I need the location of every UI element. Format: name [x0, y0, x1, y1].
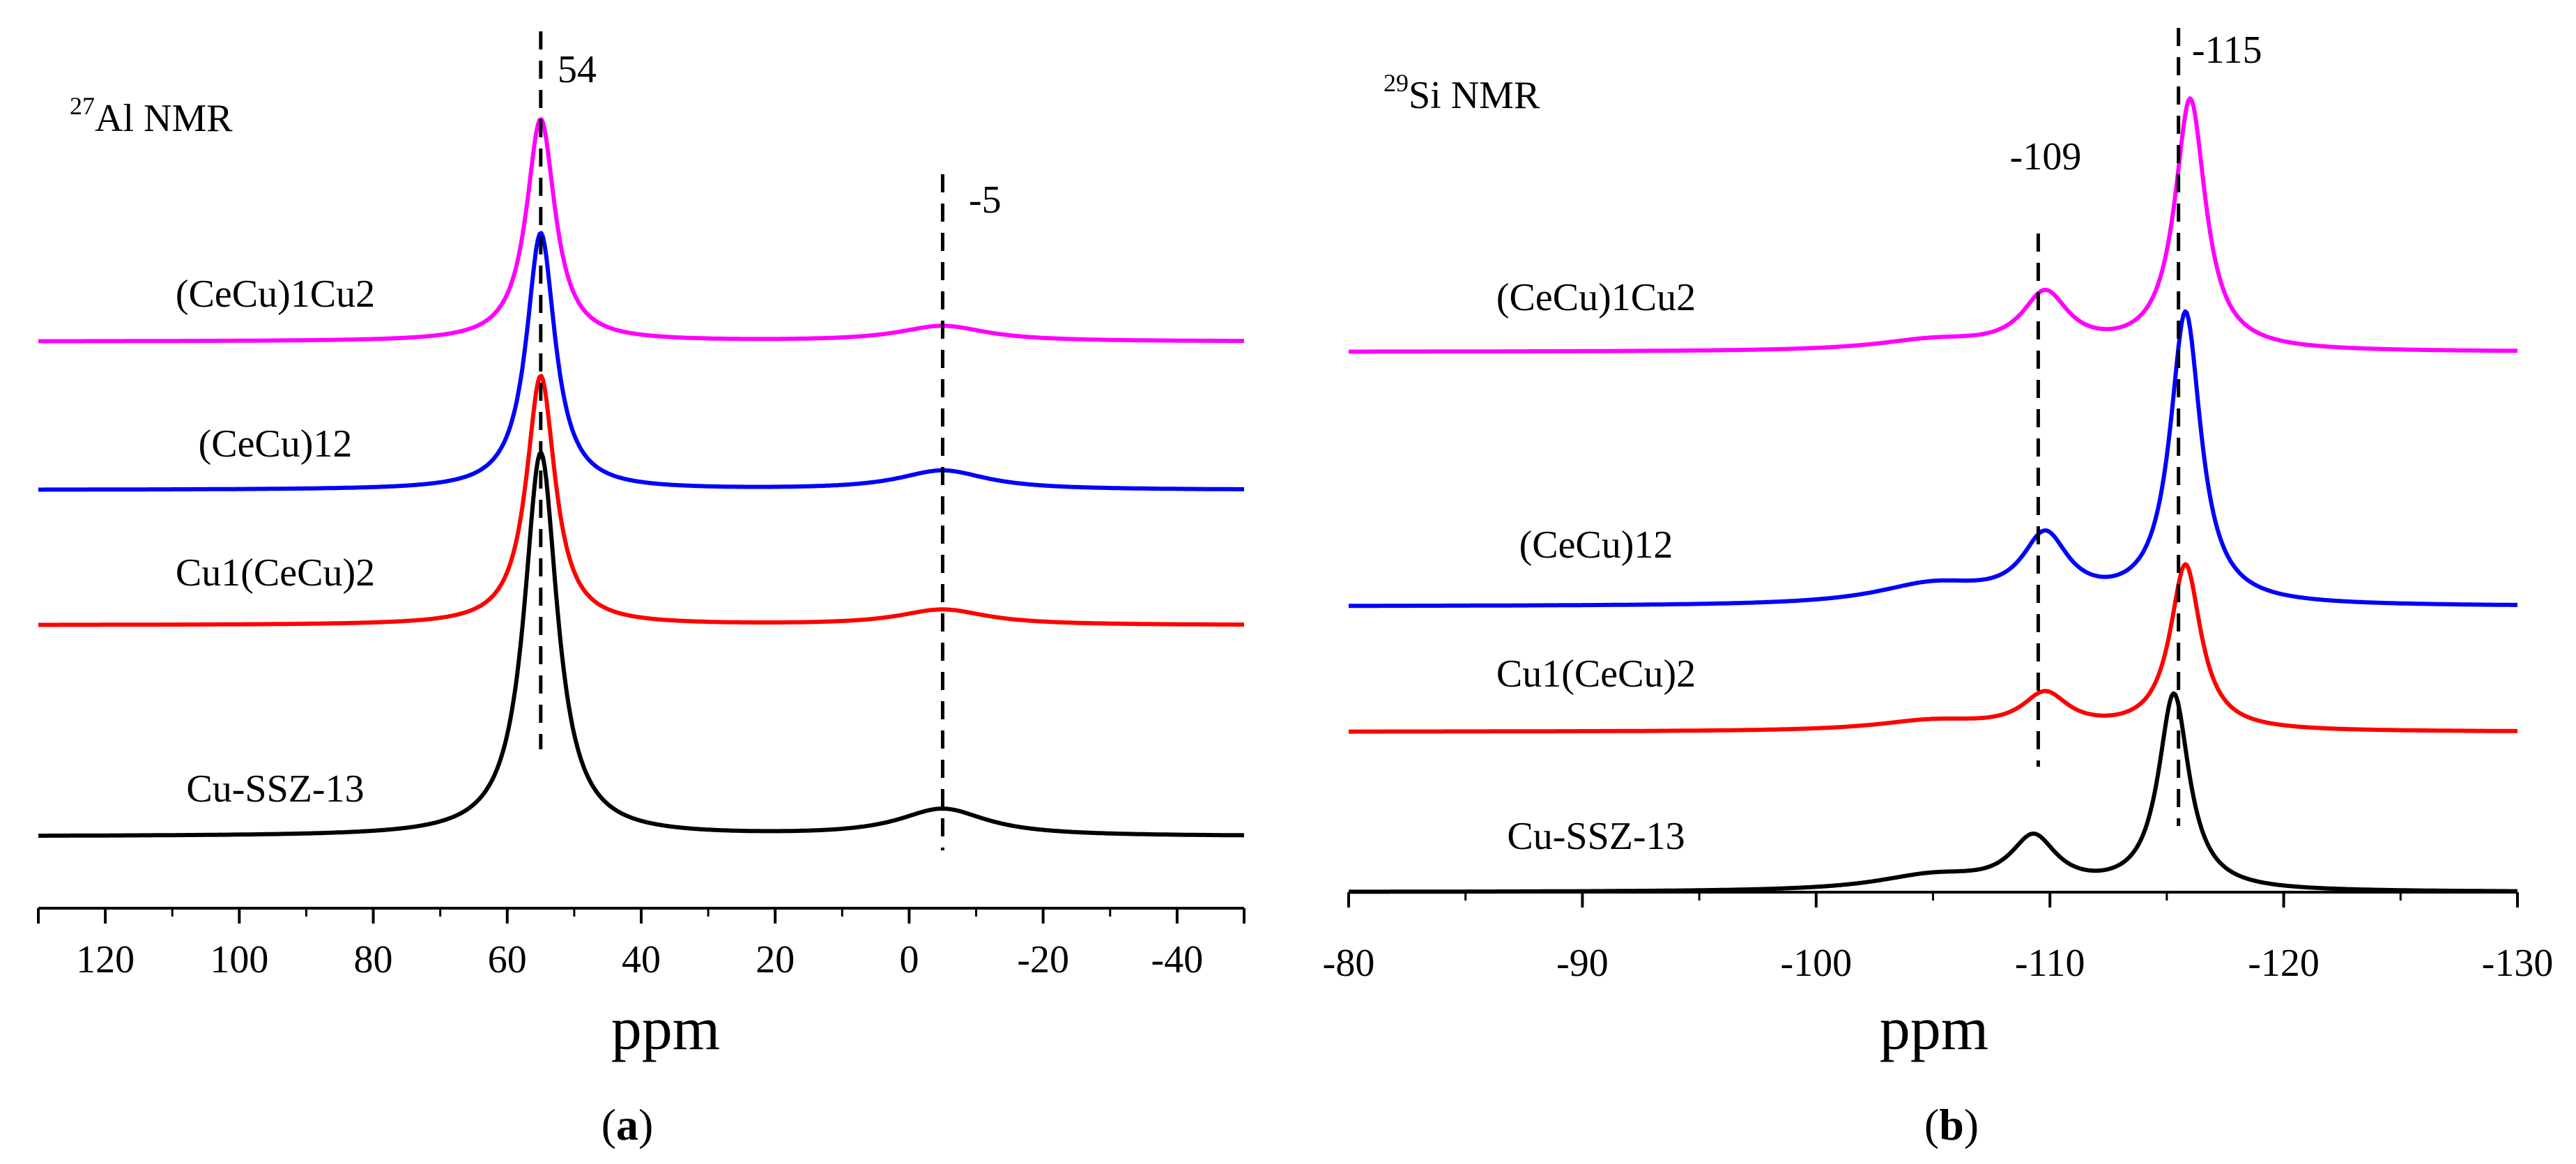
panel-b-reference-label: -109 — [2010, 135, 2082, 178]
panel-b-x-tick-label: -90 — [1556, 942, 1609, 985]
panel-b-caption: (b) — [1924, 1100, 1979, 1149]
panel-a-x-tick-label: -40 — [1151, 938, 1204, 981]
panel-a-series-line — [38, 374, 1245, 627]
panel-b-series-label: (CeCu)1Cu2 — [1496, 276, 1696, 319]
panel-b-series-label: Cu1(CeCu)2 — [1496, 652, 1696, 696]
panel-b-x-tick-label: -100 — [1780, 942, 1852, 985]
panel-a-x-tick-label: 100 — [210, 938, 268, 981]
panel-b-reference-label: -115 — [2192, 29, 2262, 72]
panel-b-x-tick-label: -130 — [2482, 942, 2554, 985]
panel-b-series-label: Cu-SSZ-13 — [1507, 815, 1685, 858]
panel-a-x-tick-label: 80 — [354, 938, 393, 981]
panel-a-x-tick-label: 0 — [899, 938, 919, 981]
panel-a-x-tick-label: -20 — [1017, 938, 1069, 981]
panel-a-series-line — [38, 117, 1245, 344]
panel-a-series-label: (CeCu)12 — [199, 422, 353, 466]
panel-a-plot: 120 100 80 60 40 20 0 -20 -40 (CeCu)1Cu2 (CeCu)12 C… — [37, 31, 1245, 981]
panel-a-caption: (a) — [601, 1100, 654, 1149]
panel-b-series-line — [1348, 96, 2518, 354]
panel-a-caption-letter: a — [616, 1100, 638, 1149]
panel-a-x-tick-label: 20 — [756, 938, 795, 981]
panel-a-title: 27Al NMR — [70, 92, 233, 140]
panel-b-series-line — [1348, 309, 2518, 608]
panel-b-series-label: (CeCu)12 — [1519, 523, 1673, 567]
panel-a-x-tick-label: 40 — [622, 938, 661, 981]
panel-b-title-text: Si NMR — [1409, 74, 1540, 117]
panel-b-series-line — [1348, 691, 2518, 894]
panel-b-title: 29Si NMR — [1383, 69, 1540, 117]
panel-b-x-tick-label: -120 — [2248, 942, 2320, 985]
panel-a-title-superscript: 27 — [70, 92, 95, 120]
panel-b-x-axis-title: ppm — [1880, 995, 1988, 1063]
panel-a-x-tick-label: 60 — [488, 938, 527, 981]
panel-a-series-label: (CeCu)1Cu2 — [176, 273, 375, 316]
panel-b-si-nmr: 29Si NMR -80 -90 -100 -110 -120 -130 (CeCu)1Cu… — [1323, 28, 2554, 1149]
panel-a-reference-label: 54 — [558, 48, 597, 91]
panel-a-series-label: Cu1(CeCu)2 — [176, 551, 375, 595]
panel-a-x-tick-label: 120 — [76, 938, 135, 981]
panel-b-caption-letter: b — [1939, 1100, 1964, 1149]
panel-a-x-axis-title: ppm — [611, 995, 720, 1063]
panel-b-x-tick-label: -110 — [2015, 942, 2085, 985]
panel-a-reference-label: -5 — [969, 178, 1002, 222]
panel-a-title-text: Al NMR — [95, 97, 233, 140]
panel-a-series-line — [38, 231, 1245, 492]
panel-b-series-line — [1348, 562, 2518, 734]
panel-a-al-nmr: 27Al NMR 120 100 80 60 40 20 0 -20 -40 (CeCu)1Cu2… — [37, 31, 1245, 1149]
panel-a-series-line — [38, 450, 1245, 838]
panel-a-series-label: Cu-SSZ-13 — [186, 767, 364, 811]
panel-b-title-superscript: 29 — [1383, 69, 1409, 97]
panel-b-x-tick-label: -80 — [1323, 942, 1375, 985]
panel-b-plot: -80 -90 -100 -110 -120 -130 (CeCu)1Cu2 (CeCu)12… — [1323, 28, 2554, 985]
